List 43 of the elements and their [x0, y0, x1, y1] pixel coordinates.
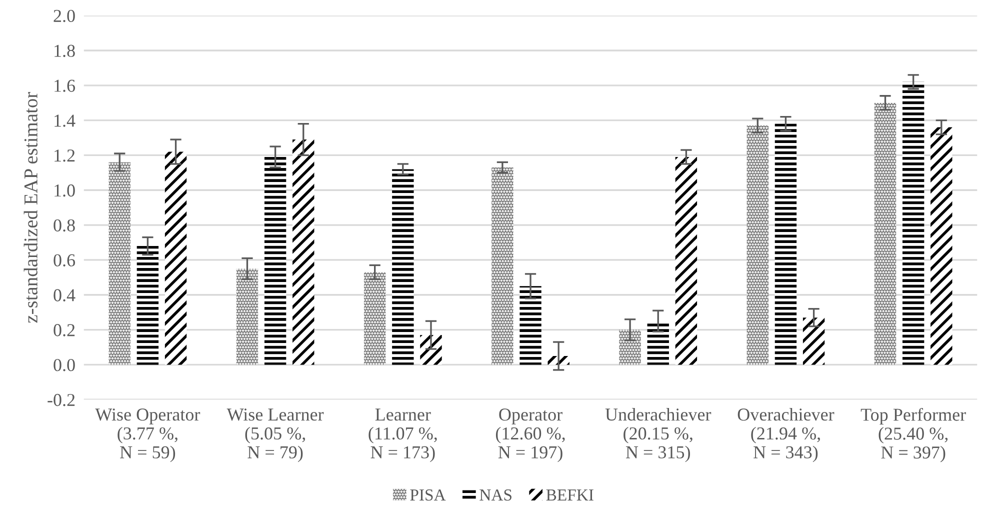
bar: [520, 286, 542, 365]
y-tick-label: 0.6: [54, 254, 76, 266]
bar: [774, 124, 797, 365]
bar: [675, 156, 698, 365]
bar: [492, 167, 514, 365]
y-tick-label: -0.2: [48, 394, 75, 406]
x-tick-label: Underachiever (20.15 %, N = 315): [605, 408, 712, 462]
y-tick-label: 1.4: [54, 114, 76, 127]
bar: [292, 140, 314, 365]
bar: [802, 318, 825, 365]
x-tick-label: Operator (12.60 %, N = 197): [496, 408, 565, 462]
x-tick-label: Wise Operator (3.77 %, N = 59): [95, 408, 200, 462]
y-tick-label: 1.0: [54, 184, 75, 197]
bar: [236, 268, 258, 365]
legend-label: PISA: [410, 489, 446, 501]
x-tick-label: Top Performer (25.40 %, N = 397): [860, 408, 966, 462]
bar: [108, 162, 130, 365]
y-tick-label: 0.0: [54, 358, 75, 372]
bar: [420, 335, 442, 365]
y-tick-label: 1.6: [54, 80, 76, 92]
bar: [548, 356, 570, 365]
bar: [364, 272, 386, 365]
y-axis-title: z-standardized EAP estimator: [24, 92, 38, 323]
bar: [874, 102, 896, 365]
bar: [930, 127, 952, 365]
x-tick-label: Overachiever (21.94 %, N = 343): [738, 408, 834, 462]
bar: [902, 82, 924, 365]
bar: [619, 330, 641, 365]
bar: [746, 126, 768, 365]
bar: [164, 152, 187, 365]
x-tick-label: Learner (11.07 %, N = 173): [368, 408, 437, 462]
legend-label: NAS: [480, 489, 512, 501]
y-tick-label: 1.8: [54, 44, 75, 58]
y-tick-label: 2.0: [54, 10, 75, 22]
y-tick-label: 0.4: [54, 289, 76, 302]
bar: [392, 169, 414, 365]
y-tick-label: 0.2: [54, 324, 75, 336]
x-tick-label: Wise Learner (5.05 %, N = 79): [226, 408, 324, 462]
y-tick-label: 0.8: [54, 219, 75, 232]
y-tick-label: 1.2: [54, 150, 75, 162]
bar: [264, 156, 286, 365]
bar: [136, 246, 159, 365]
legend-label: BEFKI: [546, 490, 594, 500]
